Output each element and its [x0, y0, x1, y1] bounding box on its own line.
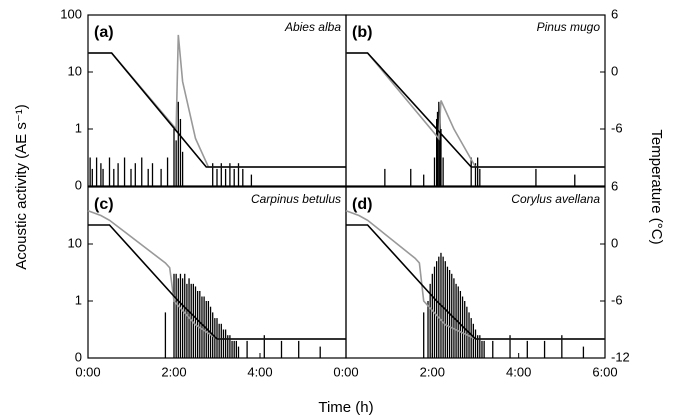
y2-tick-label: -6 [611, 120, 623, 135]
y-tick-label: 0 [75, 177, 82, 192]
temperature-line [88, 224, 346, 340]
temperature-line [88, 52, 346, 168]
species-label: Carpinus betulus [251, 192, 341, 206]
x-tick-label: 2:00 [420, 364, 445, 379]
panel-label: (d) [352, 196, 372, 213]
x-tick-label: 4:00 [247, 364, 272, 379]
y2-tick-label: -12 [611, 349, 630, 364]
y2-tick-label: 0 [611, 63, 618, 78]
panel-label: (b) [352, 24, 372, 41]
temperature-line [88, 34, 346, 168]
y-tick-label: 0 [75, 349, 82, 364]
panel-frame [345, 14, 606, 187]
x-tick-label: 0:00 [75, 364, 100, 379]
species-label: Corylus avellana [511, 192, 600, 206]
temperature-line [87, 209, 346, 340]
x-tick-label: 6:00 [592, 364, 617, 379]
temperature-line [346, 52, 605, 168]
y2-tick-label: -6 [611, 292, 623, 307]
temperature-line [346, 52, 605, 168]
y2-axis-label: Temperature (°C) [648, 129, 665, 244]
species-label: Pinus mugo [537, 20, 601, 34]
y-tick-label: 100 [60, 6, 82, 21]
x-tick-label: 2:00 [161, 364, 186, 379]
temperature-line [345, 209, 605, 340]
y2-tick-label: 0 [611, 235, 618, 250]
x-tick-label: 0:00 [333, 364, 358, 379]
panel-label: (a) [94, 24, 114, 41]
y-tick-label: 1 [75, 292, 82, 307]
panel-frame [87, 14, 347, 187]
y-axis-label: Acoustic activity (AE s⁻¹) [13, 104, 30, 269]
temperature-line [346, 224, 605, 340]
x-axis-label: Time (h) [318, 399, 373, 416]
y2-tick-label: 6 [611, 178, 618, 193]
y-tick-label: 10 [68, 235, 82, 250]
y-tick-label: 10 [68, 63, 82, 78]
panel-label: (c) [94, 196, 114, 213]
x-tick-label: 4:00 [506, 364, 531, 379]
y2-tick-label: 6 [611, 6, 618, 21]
species-label: Abies alba [284, 20, 341, 34]
y-tick-label: 1 [75, 120, 82, 135]
